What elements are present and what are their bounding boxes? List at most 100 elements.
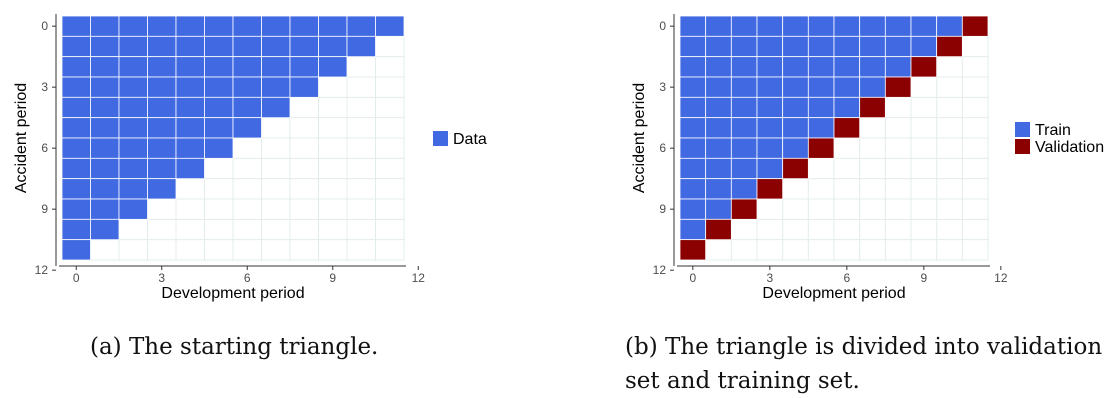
cell-data-a5-d5 bbox=[204, 117, 234, 139]
cell-train-a0-d4 bbox=[782, 15, 809, 37]
figure-a: 0 3 6 9 12 0 3 6 9 12 Development period Accident p… bbox=[0, 0, 560, 396]
cell-data-a2-d1 bbox=[90, 56, 120, 78]
cell-data-a3-d5 bbox=[204, 76, 234, 98]
cell-data-a2-d0 bbox=[61, 56, 91, 78]
cell-data-a0-d0 bbox=[61, 15, 91, 37]
x-tick-label: 0 bbox=[73, 271, 80, 285]
cell-data-a6-d4 bbox=[175, 137, 205, 159]
cell-train-a3-d0 bbox=[679, 76, 707, 98]
cell-data-a8-d2 bbox=[118, 178, 148, 200]
chart-a: 0 3 6 9 12 0 3 6 9 12 Development period Accident p… bbox=[13, 14, 487, 302]
cell-data-a4-d5 bbox=[204, 96, 234, 119]
cell-train-a4-d5 bbox=[807, 96, 835, 119]
cell-train-a5-d2 bbox=[730, 117, 758, 139]
cell-data-a0-d11 bbox=[375, 15, 405, 37]
cell-train-a1-d2 bbox=[730, 35, 758, 58]
cells-b bbox=[679, 15, 989, 261]
cell-train-a4-d0 bbox=[679, 96, 707, 119]
cell-data-a5-d3 bbox=[147, 117, 177, 139]
cell-data-a4-d6 bbox=[232, 96, 262, 119]
cell-train-a6-d1 bbox=[705, 137, 732, 159]
cell-data-a2-d6 bbox=[232, 56, 262, 78]
axes-a: 0 3 6 9 12 0 3 6 9 12 bbox=[35, 14, 425, 285]
cell-data-a1-d2 bbox=[118, 35, 148, 58]
x-tick-label: 6 bbox=[244, 271, 251, 285]
cell-train-a2-d1 bbox=[705, 56, 732, 78]
cell-data-a0-d10 bbox=[346, 15, 376, 37]
cell-train-a9-d1 bbox=[705, 198, 732, 220]
cell-data-a1-d8 bbox=[289, 35, 319, 58]
cell-validation-a4-d7 bbox=[859, 96, 886, 119]
x-axis-label: Development period bbox=[762, 285, 905, 302]
caption-b: (b) The triangle is divided into validat… bbox=[625, 334, 1103, 394]
cell-data-a0-d1 bbox=[90, 15, 120, 37]
legend-label-data: Data bbox=[453, 131, 487, 148]
cell-train-a7-d2 bbox=[730, 157, 758, 180]
cell-data-a5-d1 bbox=[90, 117, 120, 139]
cell-data-a6-d2 bbox=[118, 137, 148, 159]
cell-validation-a5-d6 bbox=[833, 117, 861, 139]
cell-validation-a7-d4 bbox=[782, 157, 809, 180]
cell-data-a4-d1 bbox=[90, 96, 120, 119]
cell-data-a6-d1 bbox=[90, 137, 120, 159]
cell-train-a3-d6 bbox=[833, 76, 861, 98]
cell-data-a11-d0 bbox=[61, 239, 91, 261]
y-tick-label: 9 bbox=[41, 202, 48, 216]
cell-data-a6-d5 bbox=[204, 137, 234, 159]
cell-data-a3-d4 bbox=[175, 76, 205, 98]
cell-data-a3-d0 bbox=[61, 76, 91, 98]
cell-data-a4-d2 bbox=[118, 96, 148, 119]
cell-data-a3-d3 bbox=[147, 76, 177, 98]
cell-train-a1-d0 bbox=[679, 35, 707, 58]
cell-data-a2-d4 bbox=[175, 56, 205, 78]
legend-label-train: Train bbox=[1035, 122, 1071, 139]
cell-data-a6-d3 bbox=[147, 137, 177, 159]
cell-train-a1-d9 bbox=[910, 35, 938, 58]
y-tick-label: 3 bbox=[659, 80, 666, 94]
cell-data-a7-d2 bbox=[118, 157, 148, 180]
y-axis-label: Accident period bbox=[631, 83, 648, 193]
cell-data-a1-d5 bbox=[204, 35, 234, 58]
cell-train-a5-d0 bbox=[679, 117, 707, 139]
cell-train-a3-d4 bbox=[782, 76, 809, 98]
cell-train-a1-d6 bbox=[833, 35, 861, 58]
cell-train-a1-d7 bbox=[859, 35, 886, 58]
cell-data-a1-d3 bbox=[147, 35, 177, 58]
cell-data-a2-d2 bbox=[118, 56, 148, 78]
cell-data-a2-d5 bbox=[204, 56, 234, 78]
cell-data-a5-d2 bbox=[118, 117, 148, 139]
caption-a: (a) The starting triangle. bbox=[90, 334, 379, 360]
cell-data-a0-d6 bbox=[232, 15, 262, 37]
cell-train-a1-d1 bbox=[705, 35, 732, 58]
cell-data-a7-d0 bbox=[61, 157, 91, 180]
cell-train-a4-d6 bbox=[833, 96, 861, 119]
cell-data-a5-d6 bbox=[232, 117, 262, 139]
cell-train-a3-d5 bbox=[807, 76, 835, 98]
cell-train-a10-d0 bbox=[679, 218, 707, 241]
cell-data-a0-d4 bbox=[175, 15, 205, 37]
legend-key-train bbox=[1015, 122, 1030, 137]
cell-validation-a1-d10 bbox=[936, 35, 963, 58]
cell-train-a9-d0 bbox=[679, 198, 707, 220]
cell-train-a5-d3 bbox=[756, 117, 784, 139]
cell-train-a3-d3 bbox=[756, 76, 784, 98]
cell-validation-a3-d8 bbox=[884, 76, 912, 98]
cell-data-a1-d6 bbox=[232, 35, 262, 58]
cell-data-a10-d1 bbox=[90, 218, 120, 241]
cell-train-a0-d3 bbox=[756, 15, 784, 37]
figure-b: 0 3 6 9 12 0 3 6 9 12 Development period Accident p… bbox=[560, 0, 1118, 396]
cell-data-a5-d0 bbox=[61, 117, 91, 139]
legend-label-validation: Validation bbox=[1035, 139, 1104, 156]
cell-data-a9-d2 bbox=[118, 198, 148, 220]
cell-data-a5-d4 bbox=[175, 117, 205, 139]
cell-train-a5-d5 bbox=[807, 117, 835, 139]
cell-train-a2-d7 bbox=[859, 56, 886, 78]
cell-data-a0-d2 bbox=[118, 15, 148, 37]
cell-data-a2-d9 bbox=[318, 56, 348, 78]
cell-train-a6-d4 bbox=[782, 137, 809, 159]
cell-train-a1-d5 bbox=[807, 35, 835, 58]
cell-validation-a10-d1 bbox=[705, 218, 732, 241]
y-tick-label: 3 bbox=[41, 80, 48, 94]
cell-validation-a2-d9 bbox=[910, 56, 938, 78]
